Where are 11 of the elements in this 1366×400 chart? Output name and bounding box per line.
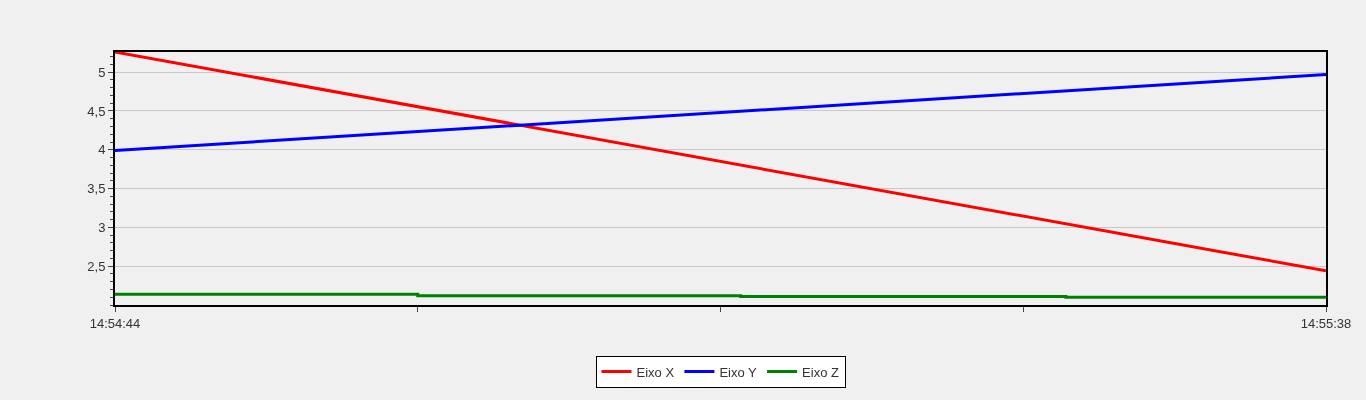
y-tick-label: 2,5 — [87, 258, 106, 274]
legend-label: Eixo X — [636, 364, 675, 380]
legend-label: Eixo Y — [719, 364, 758, 380]
y-tick-label: 4 — [98, 142, 106, 158]
y-tick-label: 3,5 — [87, 181, 106, 197]
legend-label: Eixo Z — [802, 364, 839, 380]
y-tick-label: 5 — [98, 64, 106, 80]
x-tick-label: 14:54:44 — [89, 315, 141, 331]
y-tick-label: 3 — [98, 219, 106, 235]
x-tick-label: 14:55:38 — [1300, 315, 1352, 331]
y-tick-label: 4,5 — [87, 103, 106, 119]
